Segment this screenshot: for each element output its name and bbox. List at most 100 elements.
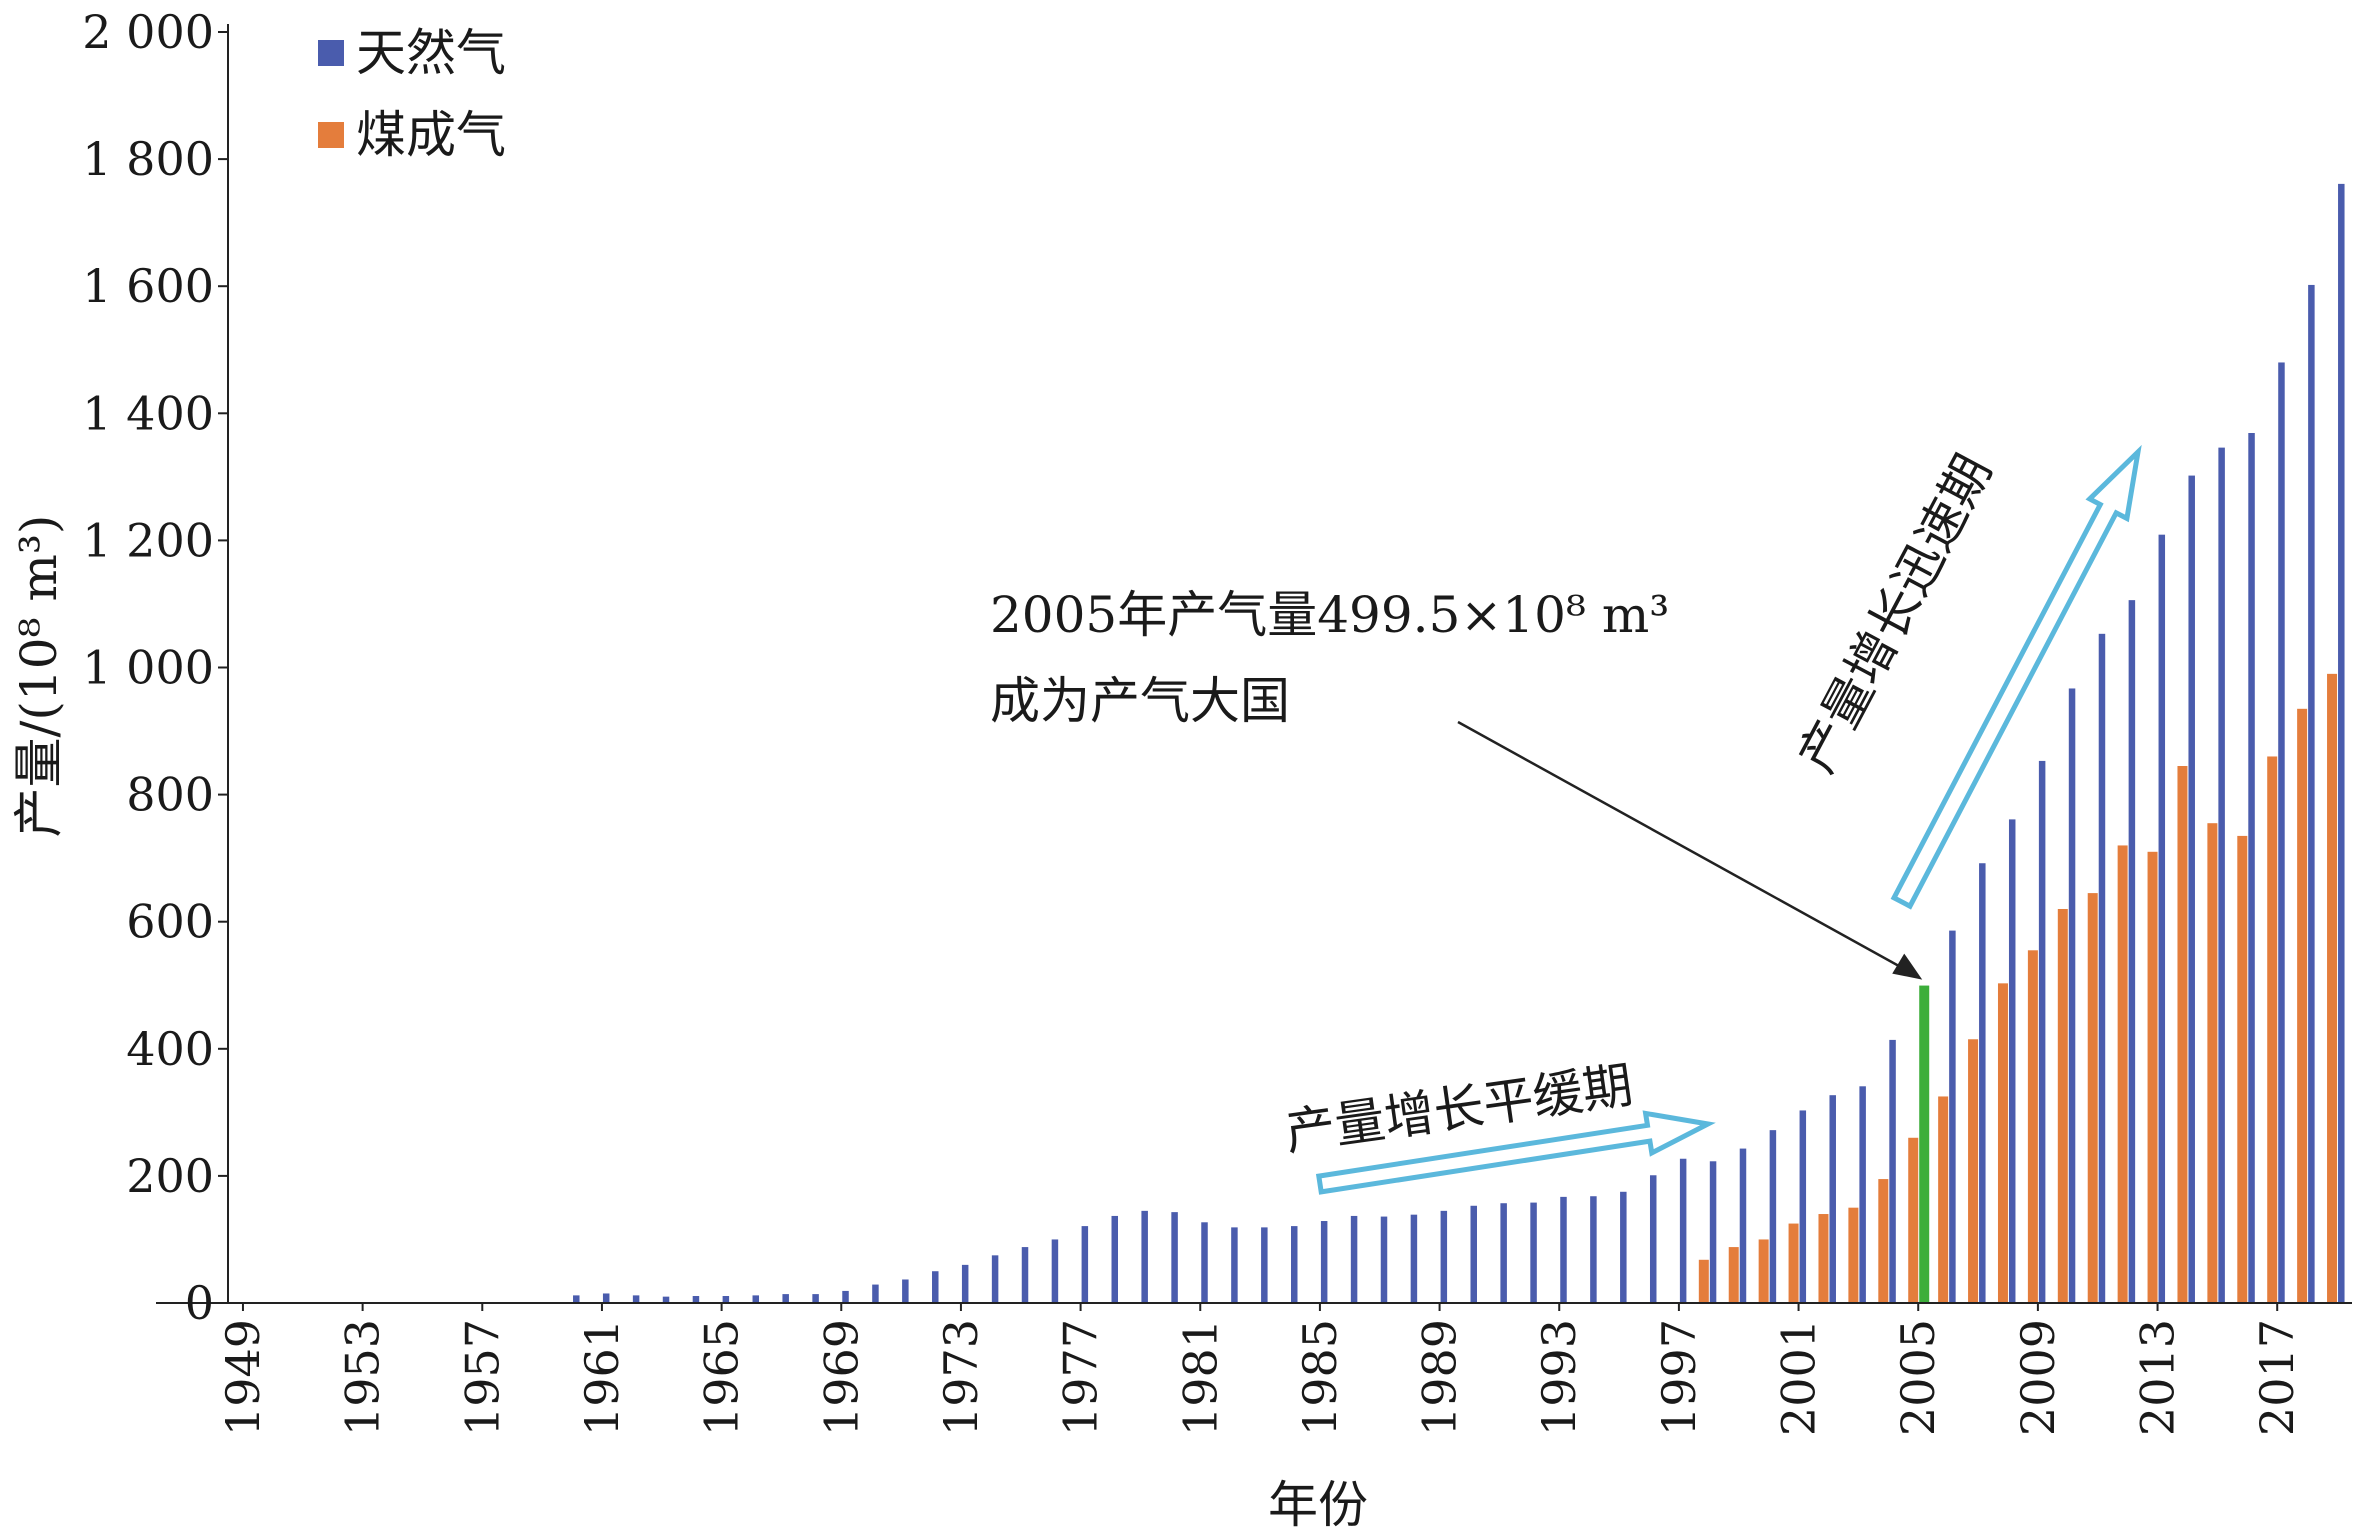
bar-1998-tianranqi <box>1709 1161 1717 1303</box>
bar-2014-meichengqi <box>2177 766 2188 1303</box>
y-tick-label: 0 <box>185 1276 214 1330</box>
legend-label: 煤成气 <box>356 106 506 164</box>
legend-label: 天然气 <box>356 24 506 82</box>
x-tick-label: 1997 <box>1652 1319 1706 1436</box>
bar-2003-meichengqi <box>1848 1207 1859 1303</box>
bar-2013-meichengqi <box>2147 851 2158 1303</box>
bar-1998-meichengqi <box>1698 1259 1709 1303</box>
annotation-fast-growth: 产量增长迅速期 <box>1787 445 2003 781</box>
bar-1968-tianranqi <box>812 1294 819 1303</box>
x-tick-label: 2009 <box>2011 1319 2065 1436</box>
bar-2015-tianranqi <box>2218 447 2225 1303</box>
bar-1991-tianranqi <box>1500 1203 1507 1303</box>
x-tick-label: 1985 <box>1293 1319 1347 1436</box>
bar-1980-tianranqi <box>1171 1212 1178 1303</box>
bars <box>243 183 2345 1304</box>
bar-2000-meichengqi <box>1758 1239 1769 1303</box>
milestone-arrow-line <box>1457 720 1917 977</box>
y-tick-label: 1 400 <box>82 386 214 440</box>
bar-2006-meichengqi <box>1938 1096 1949 1303</box>
bar-1993-tianranqi <box>1560 1196 1567 1303</box>
bar-1997-tianranqi <box>1679 1158 1687 1303</box>
bar-1971-tianranqi <box>902 1279 909 1303</box>
bar-2008-tianranqi <box>2008 819 2016 1303</box>
bar-2016-meichengqi <box>2237 835 2248 1303</box>
bar-2000-tianranqi <box>1769 1130 1777 1303</box>
bar-1973-tianranqi <box>961 1264 969 1303</box>
y-tick-label: 800 <box>126 768 214 822</box>
bar-1996-tianranqi <box>1649 1175 1657 1303</box>
bar-1979-tianranqi <box>1141 1210 1148 1303</box>
bar-1960-tianranqi <box>573 1295 580 1303</box>
bar-2002-tianranqi <box>1829 1095 1836 1303</box>
y-tick-label: 1 800 <box>82 132 214 186</box>
bar-1992-tianranqi <box>1530 1202 1537 1303</box>
bar-1963-tianranqi <box>662 1296 670 1303</box>
bar-2018-tianranqi <box>2308 284 2315 1304</box>
x-tick-label: 1961 <box>575 1319 629 1436</box>
bar-1987-tianranqi <box>1380 1216 1388 1303</box>
bar-1975-tianranqi <box>1021 1247 1029 1303</box>
bar-1964-tianranqi <box>692 1296 700 1303</box>
bar-2007-tianranqi <box>1979 863 1986 1303</box>
bar-1982-tianranqi <box>1231 1227 1238 1303</box>
x-tick-label: 1953 <box>336 1319 390 1436</box>
bar-1988-tianranqi <box>1410 1214 1418 1303</box>
bar-2006-tianranqi <box>1949 930 1956 1303</box>
bar-2011-tianranqi <box>2098 633 2106 1303</box>
bar-2012-tianranqi <box>2128 600 2136 1303</box>
bar-2013-tianranqi <box>2158 534 2166 1303</box>
bar-2011-meichengqi <box>2087 893 2098 1303</box>
fast-growth-arrow <box>1890 444 2142 910</box>
bar-1977-tianranqi <box>1081 1226 1089 1303</box>
y-tick-label: 1 000 <box>82 641 214 695</box>
x-tick-label: 2017 <box>2250 1319 2304 1436</box>
bar-1967-tianranqi <box>782 1294 789 1303</box>
bar-2019-meichengqi <box>2327 673 2338 1303</box>
bar-2009-meichengqi <box>2027 950 2038 1303</box>
x-tick-label: 1989 <box>1413 1319 1467 1436</box>
y-tick-label: 400 <box>126 1022 214 1076</box>
bar-2004-tianranqi <box>1889 1039 1896 1303</box>
x-tick-label: 2013 <box>2131 1319 2185 1436</box>
bar-1994-tianranqi <box>1590 1196 1597 1303</box>
bar-1999-meichengqi <box>1728 1247 1739 1303</box>
y-tick-label: 1 200 <box>82 513 214 567</box>
legend-swatch <box>318 122 344 148</box>
x-axis-title: 年份 <box>1268 1476 1368 1534</box>
y-tick-label: 600 <box>126 895 214 949</box>
bar-1970-tianranqi <box>872 1284 879 1303</box>
x-tick-label: 1993 <box>1532 1319 1586 1436</box>
bar-2001-meichengqi <box>1788 1223 1799 1303</box>
y-tick-label: 200 <box>126 1149 214 1203</box>
x-tick-label: 1977 <box>1054 1319 1108 1436</box>
bar-2007-meichengqi <box>1968 1039 1979 1303</box>
bar-2005-meichengqi <box>1908 1137 1919 1303</box>
annotation-milestone-line: 成为产气大国 <box>990 672 1290 730</box>
annotation-milestone-line: 2005年产气量499.5×10⁸ m³ <box>990 586 1669 644</box>
bar-1962-tianranqi <box>632 1295 640 1303</box>
milestone-arrow-head <box>1892 953 1923 980</box>
bar-1966-tianranqi <box>752 1295 760 1303</box>
bar-1974-tianranqi <box>991 1255 999 1303</box>
bar-2010-meichengqi <box>2057 908 2068 1303</box>
y-tick-label: 1 600 <box>82 259 214 313</box>
bar-2014-tianranqi <box>2188 475 2195 1304</box>
bar-2008-meichengqi <box>1997 983 2008 1303</box>
axes: 0 200 400 600 800 1 000 1 200 1 400 1 600 1 800 2 … <box>10 5 2352 1534</box>
bar-1983-tianranqi <box>1261 1227 1268 1303</box>
bar-2005-tianranqi <box>1919 985 1930 1303</box>
x-tick-label: 1965 <box>695 1319 749 1436</box>
bar-1990-tianranqi <box>1470 1205 1477 1303</box>
bar-2019-tianranqi <box>2338 183 2345 1303</box>
x-tick-label: 1981 <box>1173 1319 1227 1436</box>
x-tick-label: 1957 <box>455 1319 509 1436</box>
bar-1986-tianranqi <box>1350 1215 1358 1303</box>
x-tick-label: 1949 <box>216 1319 270 1436</box>
bar-2015-meichengqi <box>2207 823 2218 1303</box>
x-tick-label: 2001 <box>1772 1319 1826 1436</box>
bar-2003-tianranqi <box>1859 1086 1866 1303</box>
